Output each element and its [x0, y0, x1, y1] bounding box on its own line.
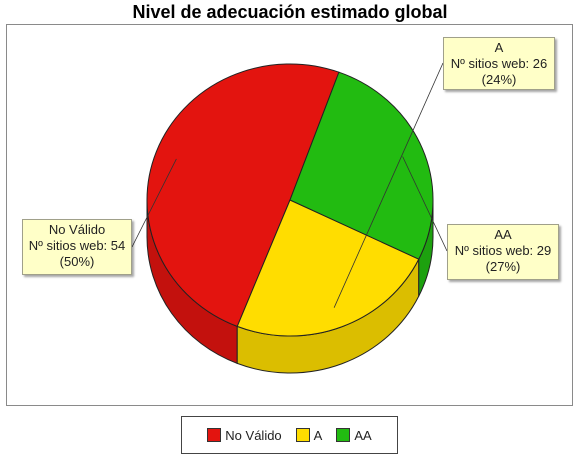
callout-no-valido-percent: (50%)	[59, 254, 95, 269]
callout-no-valido-label: No Válido	[48, 222, 106, 237]
legend-item-no-valido: No Válido	[207, 427, 282, 443]
callout-a-label: A	[494, 40, 504, 55]
chart-title: Nivel de adecuación estimado global	[132, 2, 448, 22]
legend: No Válido A AA	[181, 416, 398, 454]
leader-line-no-valido	[131, 158, 177, 248]
pie-slice-no-valido	[146, 63, 340, 328]
callout-no-valido-count: Nº sitios web: 54	[28, 238, 126, 253]
leader-line-a	[333, 62, 444, 308]
legend-swatch-a	[295, 428, 310, 442]
legend-item-a: A	[295, 427, 323, 443]
legend-swatch-aa	[336, 428, 351, 442]
callout-a-count: Nº sitios web: 26	[450, 56, 548, 71]
leader-line-aa	[402, 156, 448, 252]
legend-label-no-valido: No Válido	[225, 427, 282, 443]
legend-label-aa: AA	[354, 427, 372, 443]
pie-slice-a	[236, 199, 420, 337]
callout-aa-label: AA	[494, 227, 512, 242]
legend-label-a: A	[313, 427, 323, 443]
callout-aa-count: Nº sitios web: 29	[454, 243, 552, 258]
callout-no-valido: No Válido Nº sitios web: 54 (50%)	[22, 219, 132, 275]
callout-a: A Nº sitios web: 26 (24%)	[443, 37, 555, 90]
callout-a-percent: (24%)	[481, 72, 517, 87]
callout-aa-percent: (27%)	[485, 259, 521, 274]
legend-swatch-no-valido	[207, 428, 222, 442]
legend-item-aa: AA	[336, 427, 372, 443]
callout-aa: AA Nº sitios web: 29 (27%)	[447, 224, 559, 280]
pie-slice-aa	[289, 71, 434, 260]
